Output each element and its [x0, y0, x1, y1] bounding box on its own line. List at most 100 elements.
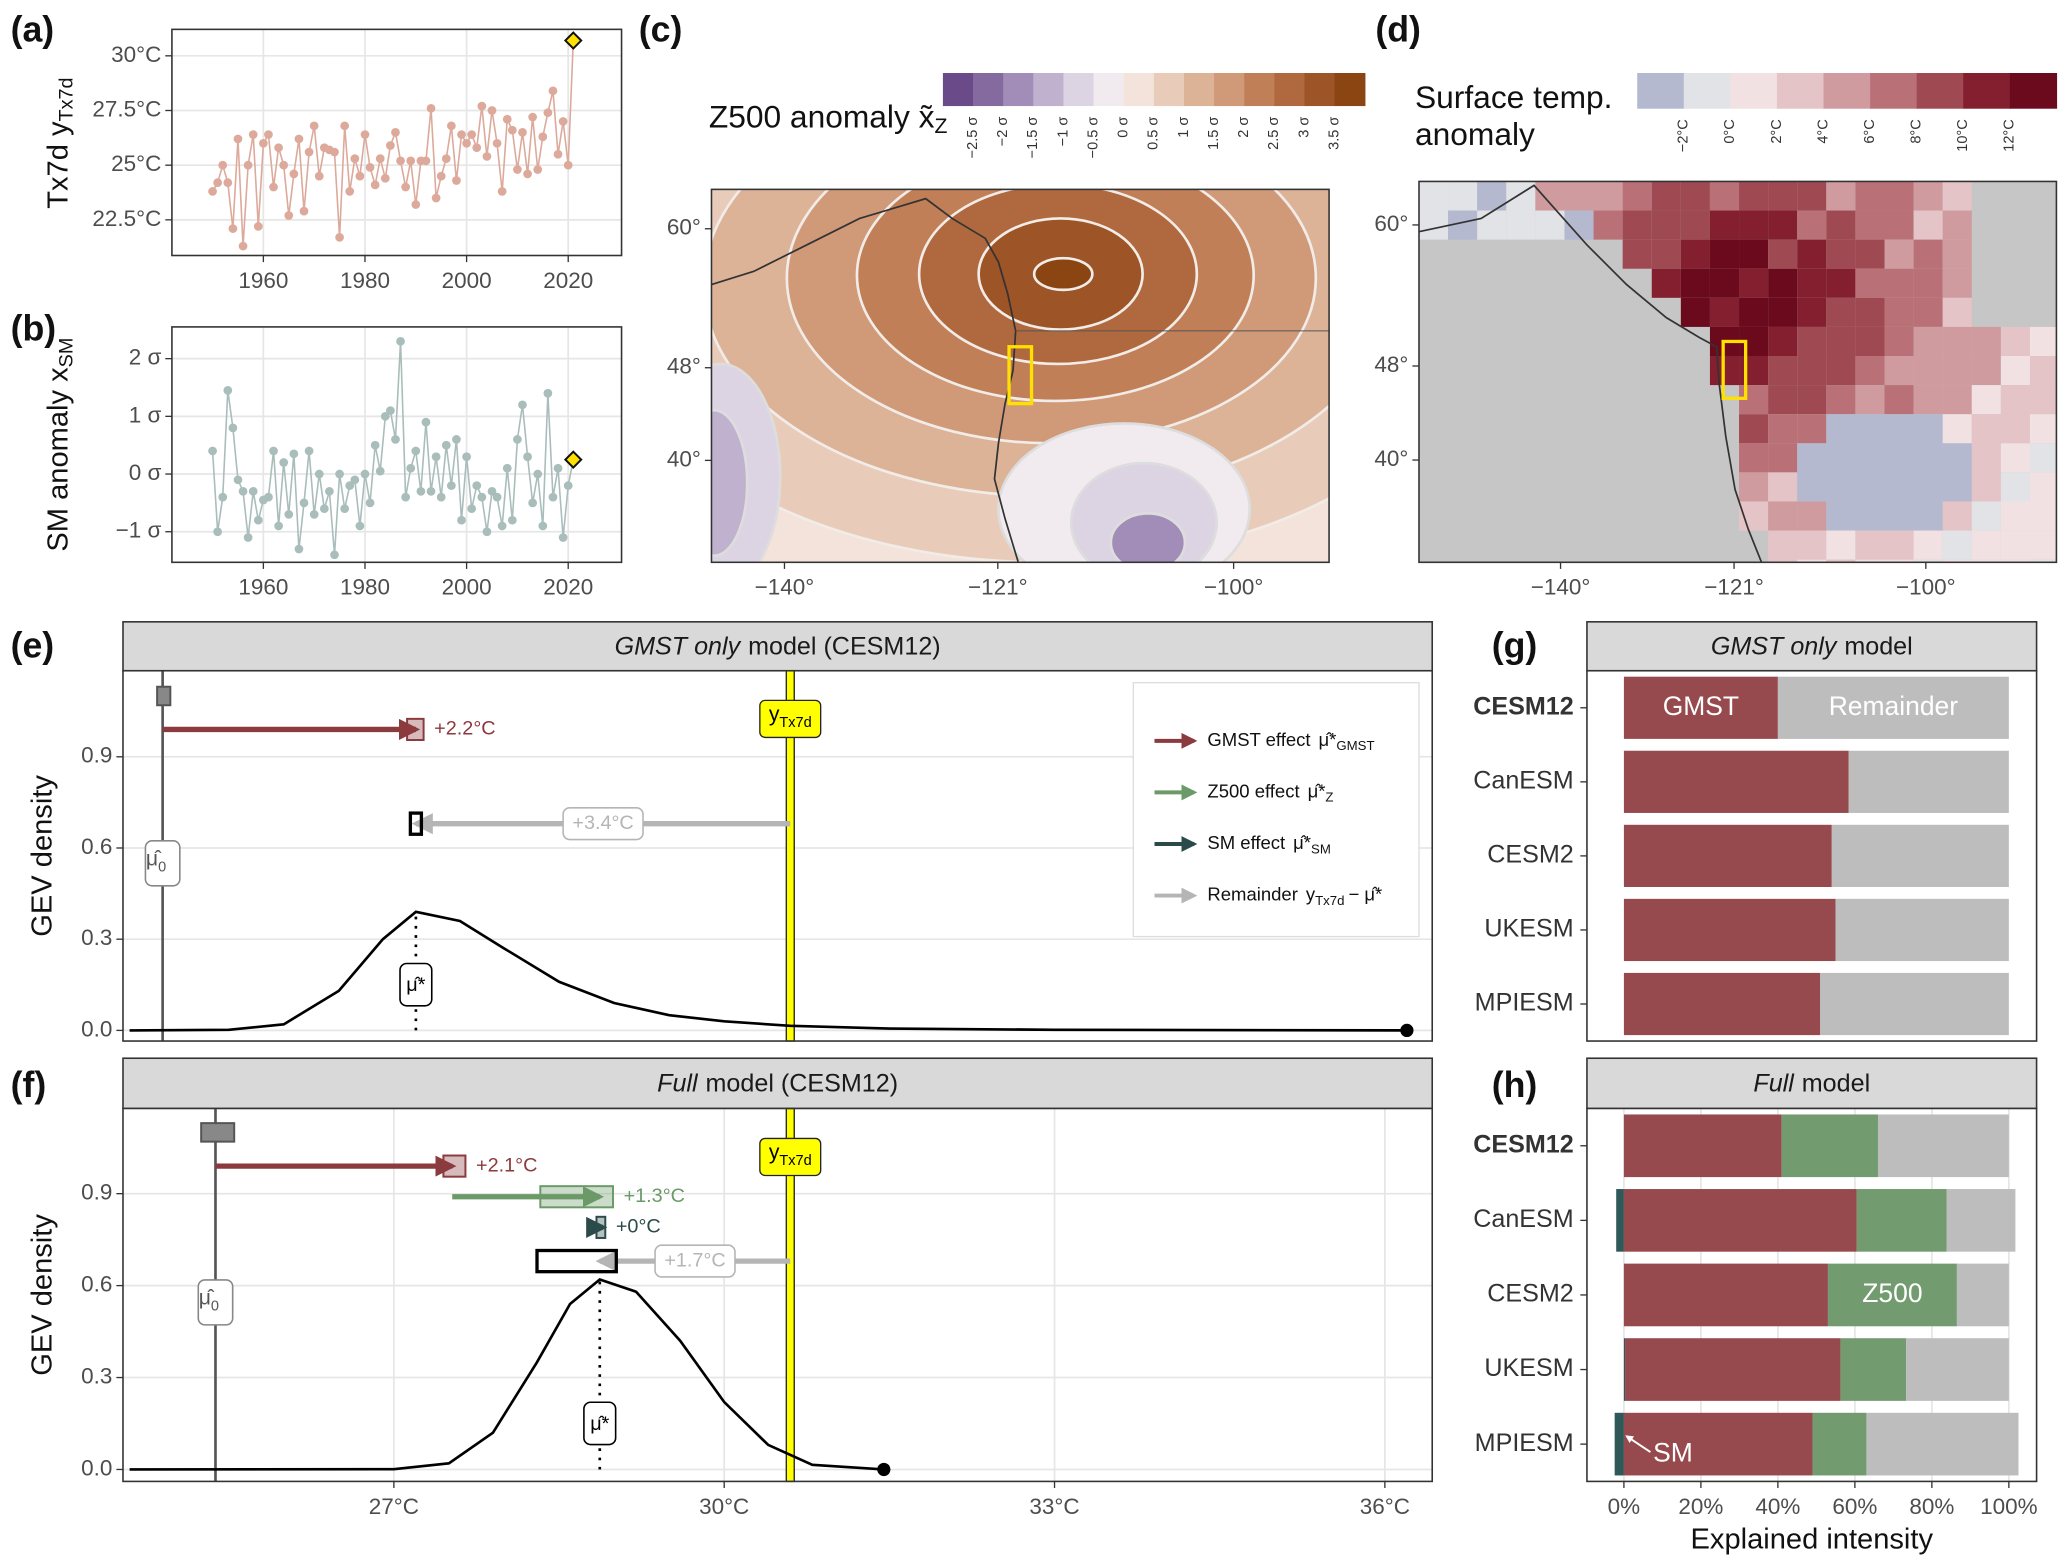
map-cell — [1826, 385, 1856, 415]
map-cell — [1739, 210, 1769, 240]
data-point — [380, 173, 390, 183]
data-point — [238, 486, 248, 496]
colorbar-label: 0.5 σ — [1146, 117, 1162, 150]
legend-symbol: μ̂* — [1319, 729, 1337, 750]
plot-frame — [1418, 180, 2058, 564]
data-point — [523, 169, 532, 179]
colorbar-label: −2.5 σ — [965, 117, 981, 159]
effect-label: +1.3°C — [624, 1185, 685, 1207]
bar-segment — [1623, 898, 1836, 962]
colorbar-cell — [1730, 73, 1778, 109]
map-cell — [1797, 181, 1827, 211]
data-point — [467, 130, 477, 139]
y-tick-label: −1 σ — [116, 518, 162, 543]
legend-name: Z500 effect — [1207, 780, 1299, 801]
data-line — [211, 40, 575, 247]
data-point — [253, 515, 263, 525]
map-cell — [1768, 326, 1798, 357]
map-cell — [1855, 472, 1885, 502]
strip-text: model — [1802, 1069, 1870, 1097]
panel-letter: (h) — [1492, 1065, 1538, 1105]
data-point — [538, 521, 548, 531]
map-cell — [2029, 472, 2057, 502]
mu0-label-main: μ̂ — [146, 847, 162, 870]
map-cell — [1768, 268, 1798, 298]
data-point — [497, 187, 507, 196]
mu0-label: μ̂0 — [199, 1286, 219, 1314]
colorbar-cell — [1304, 73, 1336, 107]
series-annotation: Z500 — [1862, 1278, 1922, 1308]
x-tick-label: 2000 — [442, 268, 492, 293]
mu-star-box — [535, 1248, 618, 1274]
panel-letter: (b) — [11, 308, 57, 348]
data-point — [528, 498, 538, 508]
plot-frame — [710, 188, 1330, 564]
panel-letter: (f) — [11, 1065, 47, 1105]
data-point — [457, 515, 466, 525]
data-point — [416, 486, 426, 496]
data-point — [304, 147, 314, 157]
map-cell — [1622, 181, 1652, 211]
data-point — [436, 492, 446, 502]
y-axis-label: SM anomaly xSM — [42, 338, 77, 552]
data-point — [365, 498, 375, 508]
colorbar-cell — [1183, 73, 1215, 107]
data-point — [482, 152, 492, 161]
data-point — [309, 121, 319, 131]
y-axis-label-main: GEV density — [26, 775, 58, 937]
x-tick-label: 100% — [1980, 1494, 2037, 1519]
map-cell — [1884, 356, 1914, 386]
map-cell — [1680, 181, 1710, 211]
map-cell — [1739, 268, 1769, 298]
legend-label: SM effect μ̂*SM — [1207, 832, 1330, 856]
data-point — [228, 224, 238, 233]
colorbar-label: −0.5 σ — [1085, 117, 1101, 159]
data-point — [436, 171, 446, 181]
map-cell — [1768, 210, 1798, 240]
colorbar-label: 2°C — [1769, 119, 1785, 143]
y-tick-label: 0.6 — [81, 834, 112, 859]
colorbar-cell — [2009, 73, 2058, 109]
map-cell — [1971, 501, 2001, 531]
data-point — [477, 492, 487, 502]
bar-segment — [1623, 972, 1821, 1036]
map-cell — [2000, 326, 2030, 357]
data-point — [345, 187, 355, 196]
x-tick-label: 30°C — [699, 1494, 749, 1519]
data-point — [274, 521, 283, 531]
map-cell — [1797, 530, 1827, 560]
data-point — [335, 232, 344, 242]
x-tick-label: −100° — [1896, 575, 1956, 600]
data-point — [355, 521, 365, 531]
bar-segment — [1840, 1338, 1907, 1401]
x-tick-label: −121° — [1704, 575, 1764, 600]
strip-text: model (CESM12) — [706, 1069, 899, 1097]
map-cell — [1826, 356, 1856, 386]
map-cell — [1913, 530, 1943, 560]
mu-star-label: μ̂* — [590, 1413, 609, 1435]
effect-label: +1.7°C — [664, 1249, 725, 1271]
map-cell — [1971, 326, 2001, 357]
map-cell — [1942, 530, 1972, 560]
data-point — [233, 134, 243, 144]
data-point — [274, 143, 283, 153]
map-cell — [1855, 559, 1885, 563]
data-point — [233, 475, 243, 485]
data-point — [284, 211, 294, 220]
mu0-box — [156, 685, 172, 707]
map-cell — [1797, 472, 1827, 502]
y-tick-label: 48° — [1374, 352, 1408, 377]
data-point — [264, 130, 273, 139]
bar-segment — [1623, 676, 1778, 739]
data-point — [289, 449, 299, 459]
data-point — [518, 400, 527, 410]
map-cell — [1506, 210, 1536, 240]
mu0-box — [200, 1122, 236, 1143]
data-point — [492, 138, 502, 148]
obs-label-sub: Tx7d — [779, 1153, 811, 1169]
data-point — [264, 492, 273, 502]
data-point — [507, 515, 517, 525]
y-axis-label: GEV density — [26, 775, 58, 937]
